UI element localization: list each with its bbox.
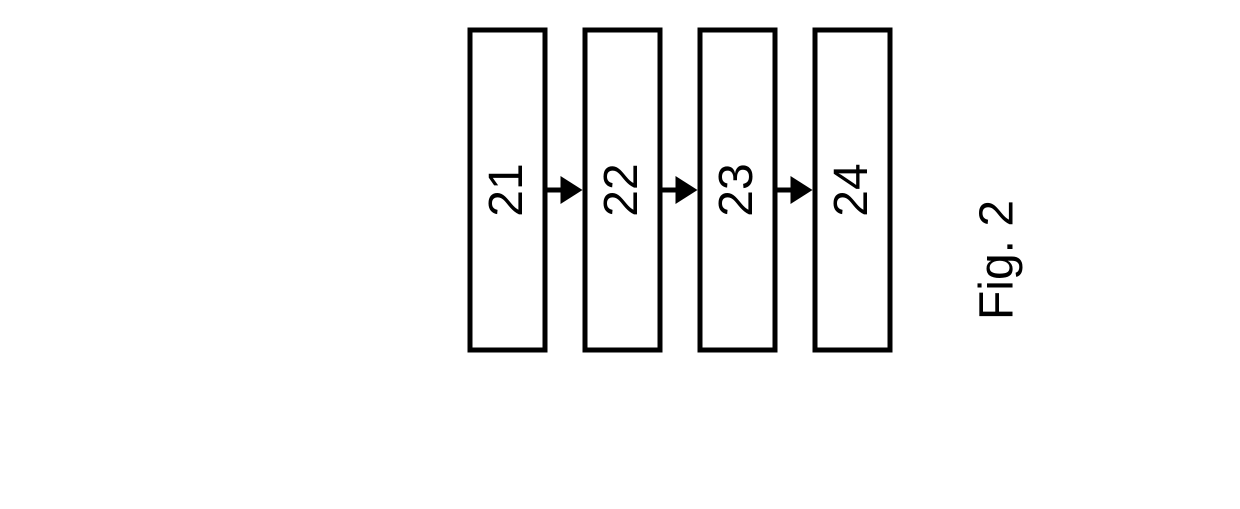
figure-caption: Fig. 2 <box>971 200 1024 320</box>
flow-node-label-n1: 21 <box>480 163 533 216</box>
flowchart-figure: 21 22 23 24 Fig. 2 <box>0 0 1240 509</box>
flow-node-label-n3: 23 <box>710 163 763 216</box>
flow-edge-arrowhead-0 <box>561 176 583 204</box>
diagram-group: 21 22 23 24 <box>470 30 890 350</box>
flow-node-label-n4: 24 <box>825 163 878 216</box>
flow-edge-arrowhead-1 <box>676 176 698 204</box>
flow-node-label-n2: 22 <box>595 163 648 216</box>
flow-edge-arrowhead-2 <box>791 176 813 204</box>
